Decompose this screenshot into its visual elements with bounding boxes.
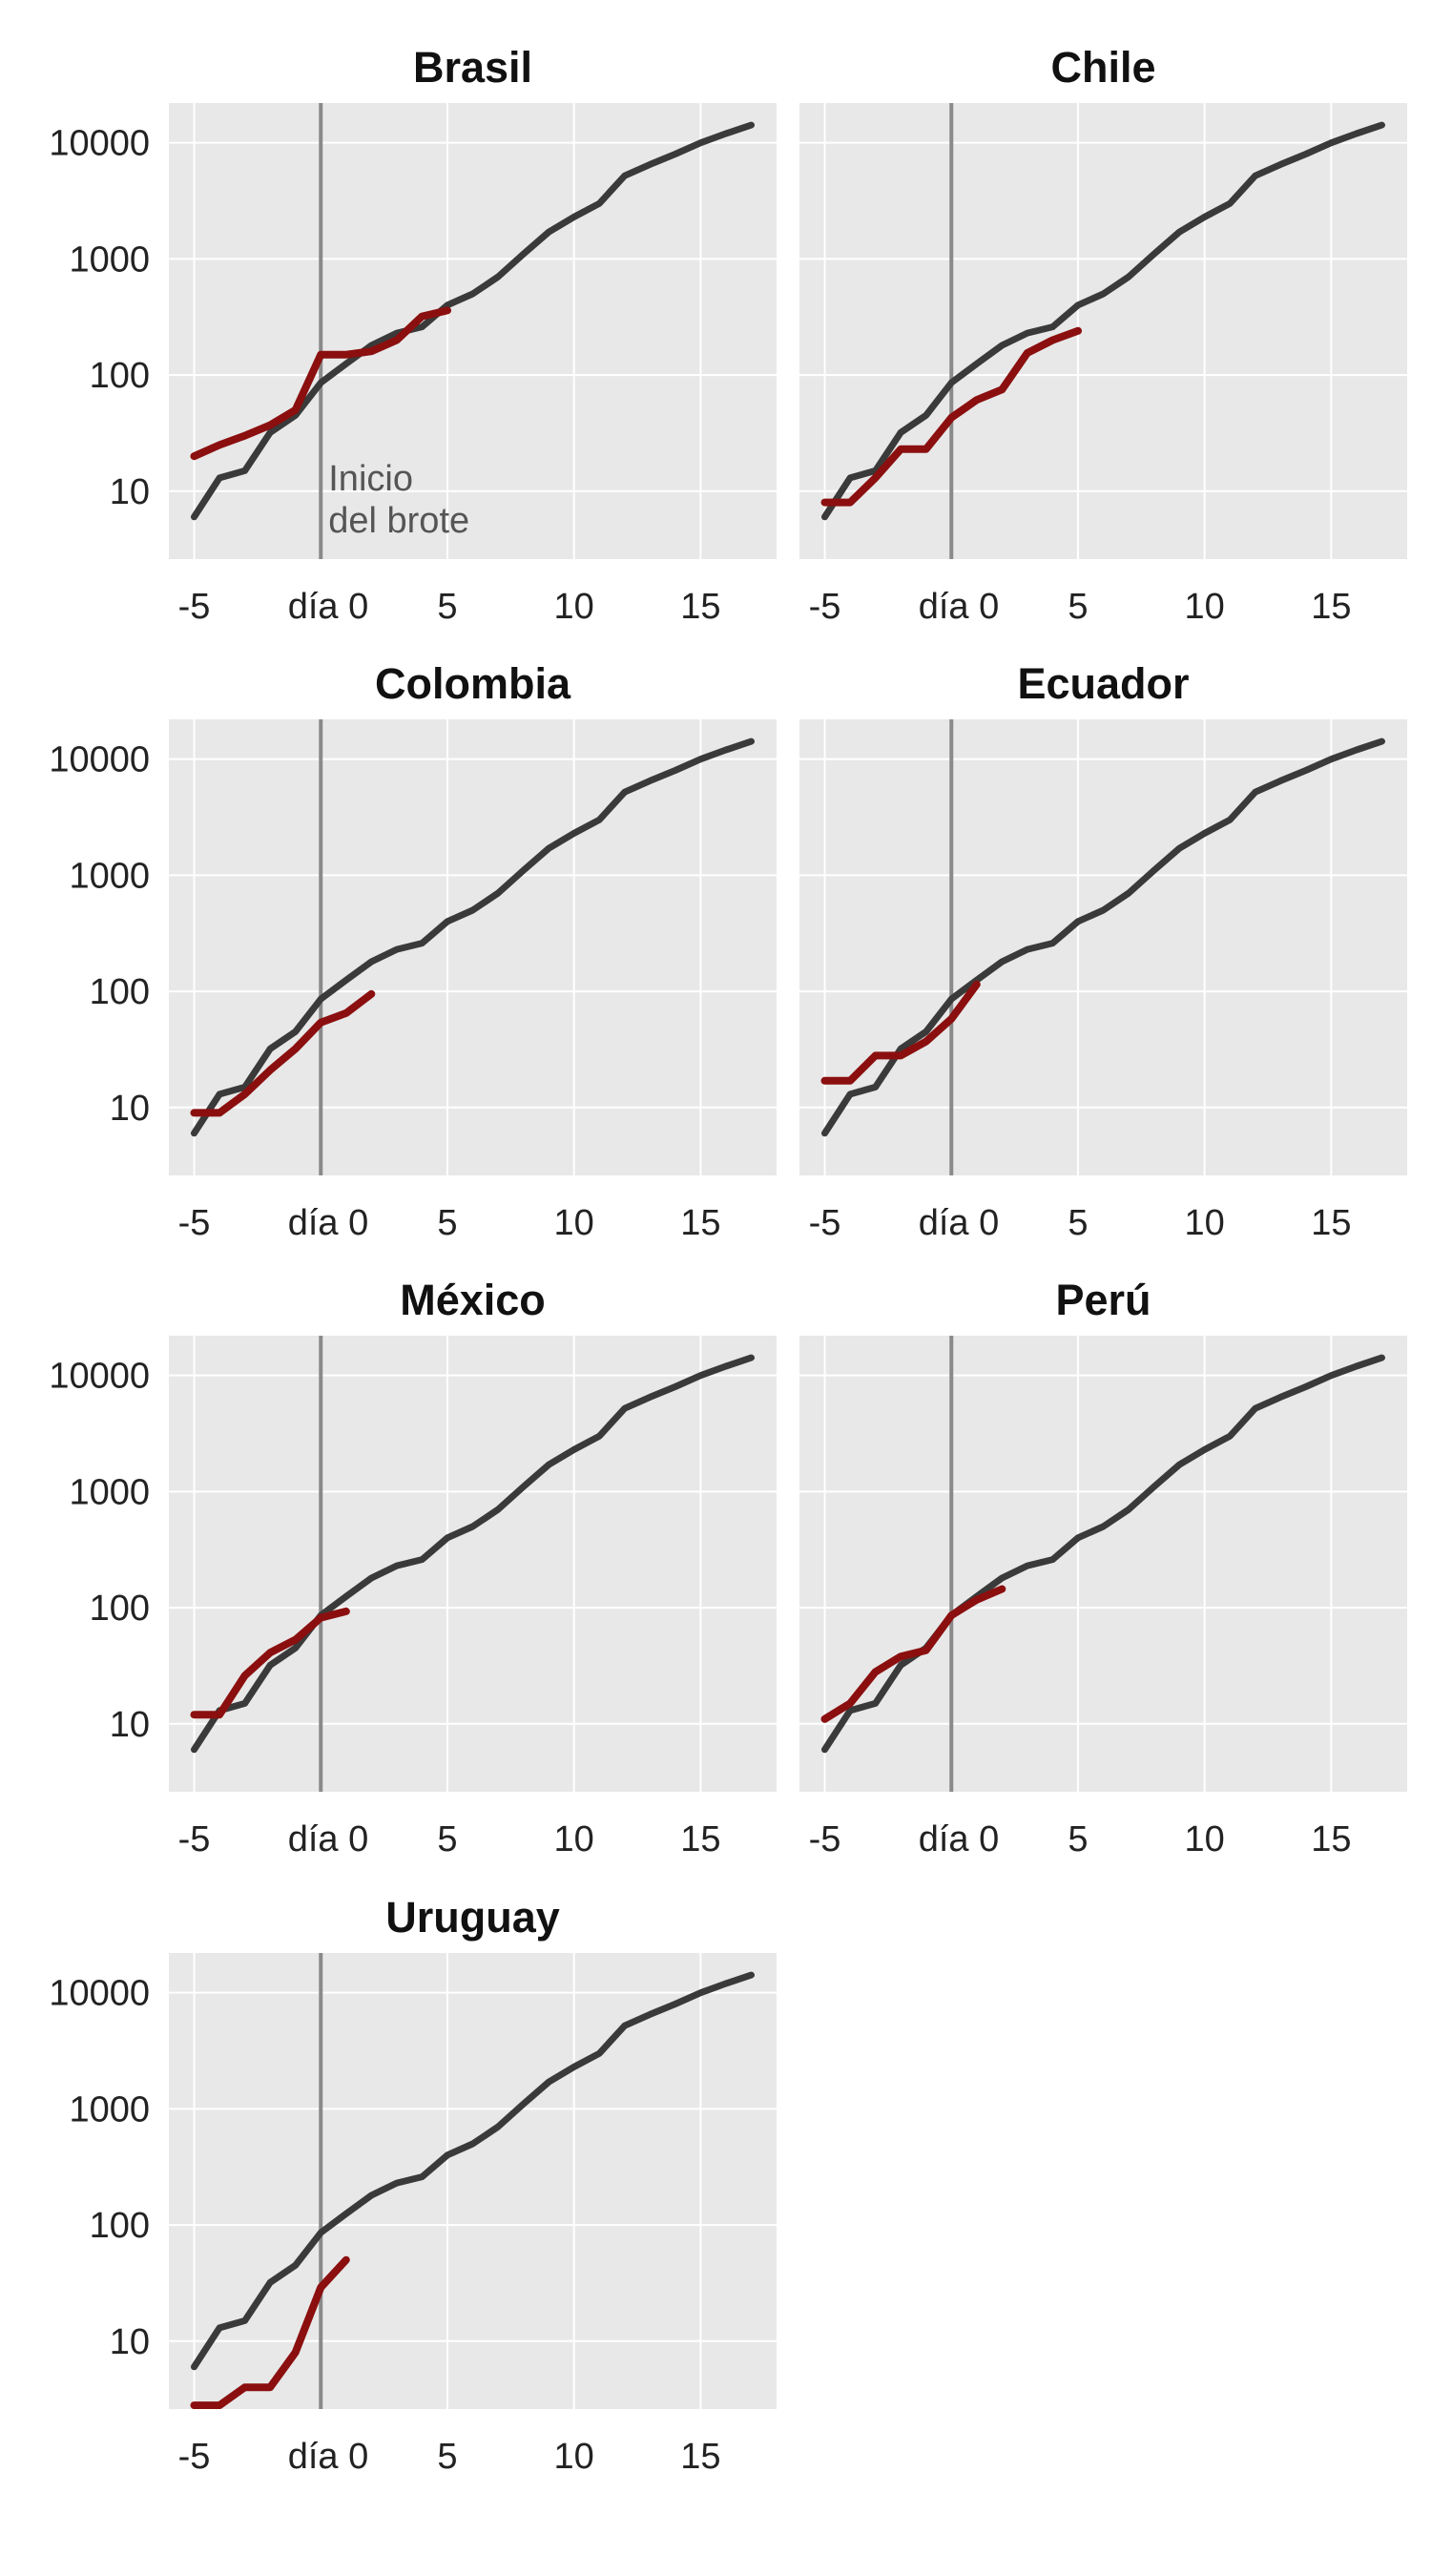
country-series-line [820,1585,1006,1723]
x-tick-label: 5 [437,1203,457,1243]
x-tick-label: 15 [680,2437,720,2477]
chart-title: Chile [1050,43,1155,92]
series-group [190,1971,755,2409]
x-tick-label: 5 [1068,1819,1088,1859]
x-tick-label: día 0 [288,1819,369,1859]
series-group [820,737,1385,1137]
y-tick-label: 10000 [49,1357,150,1397]
country-series-line [190,2255,350,2409]
x-tick-label: -5 [178,1203,211,1243]
chart-panel: Colombia -5 día 0 5 10 15 10 100 1000 10000 [49,659,777,1243]
x-tick-label: 5 [437,2437,457,2477]
x-tick-label: 15 [1311,587,1351,627]
x-tick-label: día 0 [288,2437,369,2477]
chart-panel: Brasil -5 día 0 5 10 15 10 100 1000 10000 Iniciode… [49,43,777,627]
y-tick-label: 100 [90,2206,150,2246]
plot-background [799,1336,1407,1792]
x-tick-label: 15 [680,1819,720,1859]
chart-panel: Ecuador -5 día 0 5 10 15 [799,659,1407,1243]
x-tick-label: 15 [680,1203,720,1243]
x-tick-label: 10 [1185,587,1225,627]
x-tick-label: día 0 [288,587,369,627]
chart-title: Ecuador [1017,659,1189,708]
x-tick-label: 10 [554,1203,594,1243]
chart-title: Brasil [413,43,532,92]
y-tick-label: 10 [110,472,150,512]
plot-background [169,1336,777,1792]
y-tick-label: 10 [110,1089,150,1129]
x-tick-label: 15 [1311,1203,1351,1243]
y-tick-label: 100 [90,972,150,1012]
plot-background [169,103,777,559]
series-group [190,737,755,1137]
plot-background [169,719,777,1175]
x-tick-label: -5 [178,2437,211,2477]
x-tick-label: -5 [809,587,841,627]
x-tick-label: 10 [554,2437,594,2477]
country-series-line [820,326,1082,507]
chart-panel: México -5 día 0 5 10 15 10 100 1000 10000 [49,1276,777,1859]
y-tick-label: 1000 [69,856,150,896]
reference-series-line [191,1971,755,2371]
chart-title: Colombia [375,659,571,708]
x-tick-label: 10 [1185,1203,1225,1243]
y-tick-label: 1000 [69,1472,150,1512]
x-tick-label: 5 [437,1819,457,1859]
x-tick-label: -5 [178,1819,211,1859]
chart-title: Uruguay [385,1893,560,1942]
chart-panel: Chile -5 día 0 5 10 15 [799,43,1407,627]
x-tick-label: 15 [1311,1819,1351,1859]
y-tick-label: 100 [90,356,150,396]
country-series-line [190,989,376,1117]
y-tick-label: 10 [110,1705,150,1745]
chart-title: Perú [1055,1276,1151,1324]
y-tick-label: 10000 [49,740,150,780]
country-series-line [190,1607,350,1719]
x-tick-label: 10 [554,1819,594,1859]
reference-series-line [191,1354,755,1754]
x-tick-label: día 0 [288,1203,369,1243]
series-group [820,1354,1385,1754]
annotation-text: del brote [328,501,469,541]
y-tick-label: 10000 [49,1974,150,2014]
x-tick-label: -5 [178,587,211,627]
country-series-line [820,980,981,1085]
y-tick-label: 1000 [69,2089,150,2129]
series-group [190,1354,755,1754]
y-tick-label: 100 [90,1589,150,1629]
x-tick-label: 15 [680,587,720,627]
reference-series-line [191,121,755,521]
series-group [820,121,1385,521]
reference-series-line [821,121,1385,521]
x-tick-label: 5 [1068,587,1088,627]
x-tick-label: 10 [1185,1819,1225,1859]
chart-panel: Perú -5 día 0 5 10 15 [799,1276,1407,1859]
x-tick-label: -5 [809,1203,841,1243]
x-tick-label: 10 [554,587,594,627]
x-tick-label: -5 [809,1819,841,1859]
country-series-line [190,306,451,461]
y-tick-label: 10000 [49,124,150,164]
x-tick-label: día 0 [919,1203,1000,1243]
x-tick-label: 5 [1068,1203,1088,1243]
x-tick-label: 5 [437,587,457,627]
plot-background [799,719,1407,1175]
plot-background [169,1953,777,2409]
series-group [190,121,755,521]
reference-series-line [191,737,755,1137]
chart-title: México [400,1276,546,1324]
chart-panel: Uruguay -5 día 0 5 10 15 10 100 1000 10000 [49,1893,777,2477]
x-tick-label: día 0 [919,1819,1000,1859]
y-tick-label: 1000 [69,239,150,280]
x-tick-label: día 0 [919,587,1000,627]
reference-series-line [821,737,1385,1137]
y-tick-label: 10 [110,2322,150,2362]
plot-background [799,103,1407,559]
annotation-text: Inicio [328,459,413,499]
